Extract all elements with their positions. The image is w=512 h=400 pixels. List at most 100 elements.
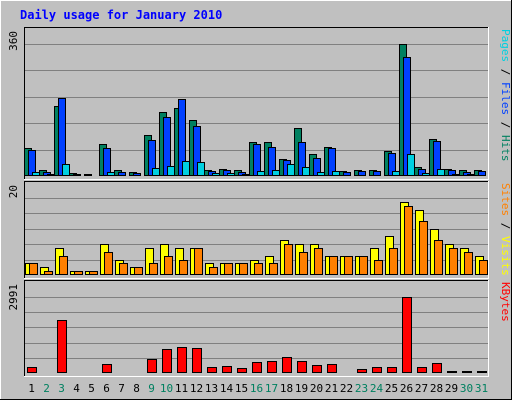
bar-kbytes-day-13 (207, 367, 217, 373)
bar-sites-day-1 (29, 263, 38, 275)
bar-files-day-4 (73, 174, 81, 176)
bar-kbytes-day-12 (192, 348, 202, 373)
kbytes-panel: 2991 KBytes (7, 280, 512, 377)
bar-pages-day-27 (422, 173, 430, 176)
day-label: 30 (460, 382, 473, 395)
bar-kbytes-day-20 (312, 365, 322, 373)
day-label: 29 (445, 382, 458, 395)
bar-sites-day-25 (389, 248, 398, 275)
day-label: 4 (73, 382, 80, 395)
series-label-part: Hits (499, 135, 512, 162)
y-max-label: 360 (7, 31, 20, 51)
bar-pages-day-19 (302, 167, 310, 176)
bar-kbytes-day-10 (162, 349, 172, 373)
day-label: 16 (250, 382, 263, 395)
day-label: 2 (43, 382, 50, 395)
bar-files-day-8 (133, 173, 141, 176)
day-label: 8 (133, 382, 140, 395)
day-labels: 1 2 3 4 5 6 7 8 9 10 11 12 13 14 15 16 17 18 19 20 21 22 23 24 2… (28, 382, 488, 395)
day-label: 18 (280, 382, 293, 395)
bar-kbytes-day-25 (387, 367, 397, 373)
bar-sites-day-2 (44, 271, 53, 275)
series-label-part: Sites (499, 183, 512, 216)
bar-files-day-23 (358, 171, 366, 176)
day-label: 7 (118, 382, 125, 395)
y-max-label: 20 (7, 185, 20, 198)
bar-pages-day-28 (437, 169, 445, 176)
bar-sites-day-24 (374, 260, 383, 275)
bar-files-day-3 (58, 98, 66, 176)
bar-kbytes-day-17 (267, 361, 277, 373)
bar-sites-day-20 (314, 248, 323, 275)
bar-kbytes-day-23 (357, 369, 367, 373)
y-max-label: 2991 (7, 284, 20, 311)
bar-pages-day-26 (407, 154, 415, 176)
day-label: 26 (400, 382, 413, 395)
day-label: 28 (430, 382, 443, 395)
chart-title: Daily usage for January 2010 (20, 8, 222, 22)
day-label: 13 (205, 382, 218, 395)
bar-sites-day-30 (464, 252, 473, 275)
series-label-part: Pages (499, 29, 512, 62)
bar-files-day-7 (118, 172, 126, 176)
bar-kbytes-day-24 (372, 367, 382, 373)
day-label: 14 (220, 382, 234, 395)
bar-pages-day-18 (287, 164, 295, 176)
bar-sites-day-26 (404, 206, 413, 275)
bar-kbytes-day-18 (282, 357, 292, 373)
day-label: 31 (475, 382, 488, 395)
bar-kbytes-day-11 (177, 347, 187, 373)
bar-files-day-31 (478, 171, 486, 176)
series-label: Pages / Files / Hits (499, 29, 512, 162)
bar-pages-day-11 (182, 161, 190, 176)
bar-kbytes-day-29 (447, 371, 457, 373)
bar-files-day-1 (28, 150, 36, 176)
series-label: KBytes (499, 282, 512, 322)
bar-pages-day-9 (152, 168, 160, 176)
bar-sites-day-4 (74, 271, 83, 275)
bar-sites-day-11 (179, 260, 188, 275)
day-label: 9 (148, 382, 155, 395)
bar-files-day-16 (253, 144, 261, 176)
bar-kbytes-day-15 (237, 368, 247, 373)
series-label-part: Files (499, 82, 512, 115)
day-label: 3 (58, 382, 65, 395)
bar-sites-day-18 (284, 244, 293, 275)
bar-kbytes-day-14 (222, 366, 232, 373)
bar-kbytes-day-16 (252, 362, 262, 373)
bar-pages-day-12 (197, 162, 205, 176)
bar-kbytes-day-26 (402, 297, 412, 373)
bar-sites-day-12 (194, 248, 203, 275)
day-label: 23 (355, 382, 368, 395)
series-label-part: / (499, 216, 512, 236)
day-label: 19 (295, 382, 308, 395)
series-label-part: KBytes (499, 282, 512, 322)
bar-kbytes-day-19 (297, 361, 307, 373)
bar-sites-day-17 (269, 263, 278, 275)
day-label: 27 (415, 382, 428, 395)
bar-sites-day-19 (299, 252, 308, 275)
bar-sites-day-27 (419, 221, 428, 275)
bar-sites-day-22 (344, 256, 353, 275)
bar-pages-day-17 (272, 170, 280, 176)
bar-sites-day-16 (254, 263, 263, 275)
bar-sites-day-9 (149, 263, 158, 275)
bar-sites-day-23 (359, 256, 368, 275)
bar-kbytes-day-6 (102, 364, 112, 373)
bar-files-day-6 (103, 148, 111, 176)
day-label: 25 (385, 382, 398, 395)
bar-sites-day-13 (209, 267, 218, 275)
visits-panel: 20 Sites / Visits (7, 181, 512, 279)
bar-kbytes-day-31 (477, 371, 487, 373)
bar-kbytes-day-1 (27, 367, 37, 373)
bar-pages-day-21 (332, 171, 340, 176)
bar-sites-day-28 (434, 240, 443, 275)
bar-pages-day-13 (212, 173, 220, 176)
bar-sites-day-21 (329, 256, 338, 275)
bar-sites-day-7 (119, 263, 128, 275)
bar-pages-day-25 (392, 171, 400, 176)
bar-kbytes-day-30 (462, 371, 472, 373)
bar-pages-day-20 (317, 172, 325, 176)
bar-pages-day-29 (452, 174, 460, 176)
bar-sites-day-14 (224, 263, 233, 275)
